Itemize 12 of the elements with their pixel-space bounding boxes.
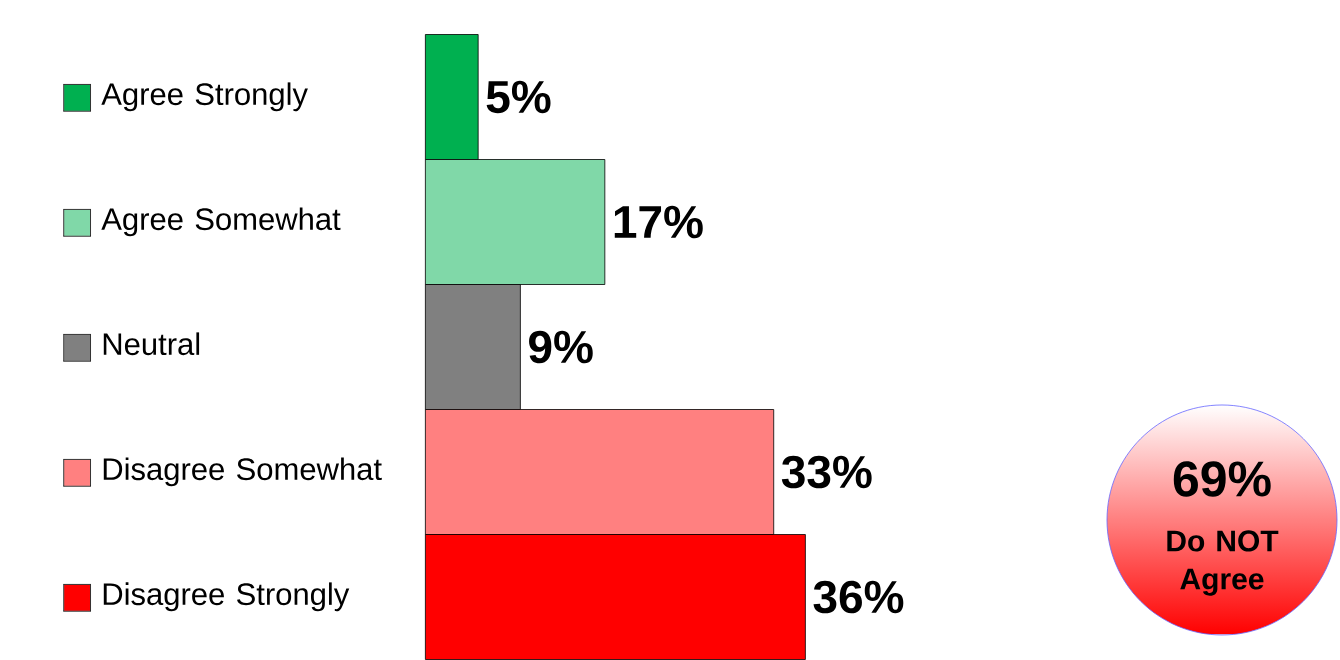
data-label: 9% xyxy=(529,330,593,364)
y-tick-label: Agree Somewhat xyxy=(101,207,341,237)
data-label: 33% xyxy=(781,455,872,489)
data-label: 36% xyxy=(813,580,904,614)
text: 69% xyxy=(1173,461,1271,497)
text: Do NOT Agree xyxy=(1167,530,1279,596)
y-tick-label: Agree Strongly xyxy=(101,82,308,112)
y-tick-label: Neutral xyxy=(103,332,200,356)
data-label: 17% xyxy=(614,205,703,239)
y-tick-label: Disagree Somewhat xyxy=(103,457,382,487)
y-tick-label: Disagree Strongly xyxy=(103,582,350,612)
data-label: 5% xyxy=(486,80,551,114)
